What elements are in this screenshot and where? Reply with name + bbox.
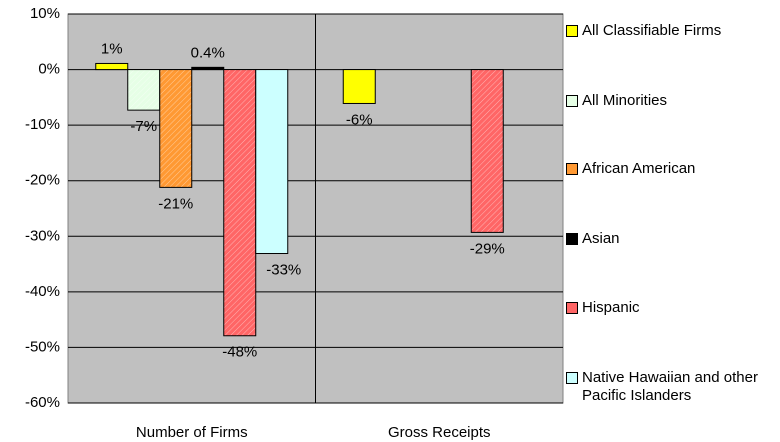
bar [159,69,193,188]
y-tick-label: -60% [25,394,60,411]
x-tick-label: Gross Receipts [388,424,491,441]
data-label: -21% [158,195,193,212]
bar [470,69,504,233]
legend-item: All Classifiable Firms [566,22,771,40]
y-tick-label: 10% [30,5,60,22]
data-label: 1% [101,40,123,57]
legend-swatch [566,163,578,175]
legend-label: Asian [582,230,620,247]
data-label: -48% [222,344,257,361]
legend-swatch [566,233,578,245]
y-tick-label: -40% [25,283,60,300]
bar [191,66,225,71]
y-tick-label: -10% [25,116,60,133]
x-tick-label: Number of Firms [136,424,248,441]
legend-label: Native Hawaiian and other Pacific Island… [582,369,758,404]
legend-item: Hispanic [566,299,771,317]
legend-item: Asian [566,230,771,248]
data-label: 0.4% [191,44,225,61]
bar [127,69,161,111]
legend-label: Hispanic [582,299,640,316]
legend-swatch [566,25,578,37]
y-tick-label: -20% [25,172,60,189]
data-label: -6% [346,111,373,128]
y-tick-label: 0% [38,61,60,78]
bar [95,62,129,71]
y-tick-label: -50% [25,338,60,355]
legend-swatch [566,302,578,314]
legend-item: Native Hawaiian and other Pacific Island… [566,369,771,405]
legend-swatch [566,95,578,107]
legend-label: All Classifiable Firms [582,22,722,39]
bar [255,69,289,255]
legend-item: African American [566,160,771,178]
y-tick-label: -30% [25,227,60,244]
data-label: -29% [470,240,505,257]
legend-label: African American [582,160,696,177]
bar [223,69,257,337]
legend-item: All Minorities [566,92,771,110]
legend-swatch [566,372,578,384]
bar [342,69,376,104]
legend-label: All Minorities [582,92,668,109]
data-label: -7% [130,118,157,135]
data-label: -33% [266,261,301,278]
